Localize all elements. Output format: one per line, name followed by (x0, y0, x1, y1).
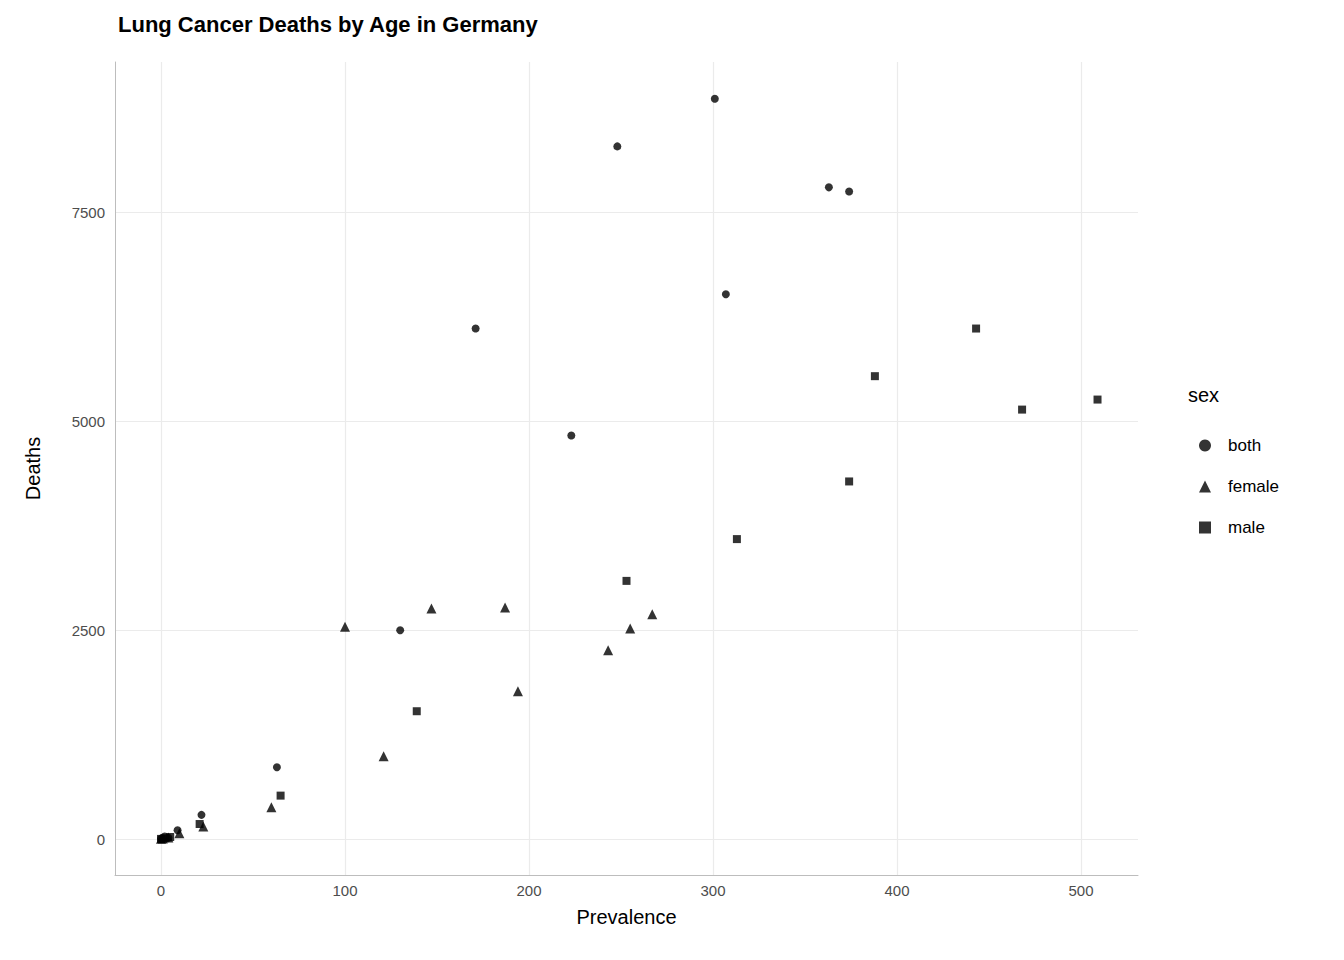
svg-text:200: 200 (516, 882, 541, 899)
svg-text:300: 300 (700, 882, 725, 899)
svg-text:100: 100 (332, 882, 357, 899)
svg-text:7500: 7500 (72, 204, 105, 221)
svg-text:0: 0 (97, 831, 105, 848)
svg-text:400: 400 (884, 882, 909, 899)
svg-text:Deaths: Deaths (22, 437, 44, 500)
svg-text:sex: sex (1188, 384, 1219, 406)
svg-text:2500: 2500 (72, 622, 105, 639)
svg-text:Prevalence: Prevalence (576, 906, 676, 928)
svg-text:5000: 5000 (72, 413, 105, 430)
svg-text:female: female (1228, 477, 1279, 496)
svg-text:0: 0 (157, 882, 165, 899)
svg-text:male: male (1228, 518, 1265, 537)
svg-text:Lung Cancer Deaths by Age in G: Lung Cancer Deaths by Age in Germany (118, 12, 538, 37)
svg-text:500: 500 (1068, 882, 1093, 899)
svg-text:both: both (1228, 436, 1261, 455)
